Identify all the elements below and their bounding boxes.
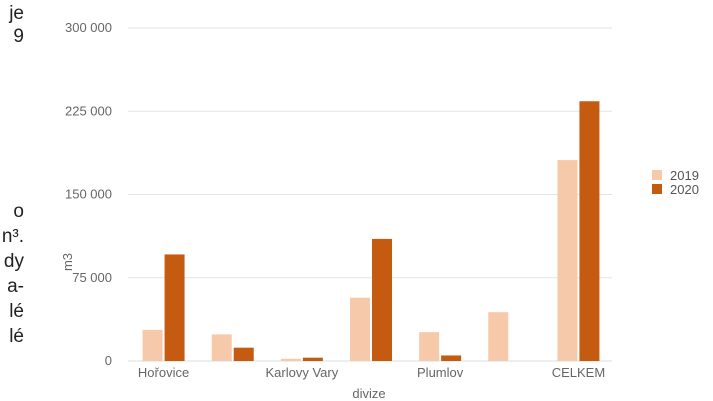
y-axis-label: m3: [60, 253, 75, 271]
bar-2020[interactable]: [164, 254, 185, 361]
bar-2020[interactable]: [579, 101, 600, 361]
side-text-line: o: [13, 201, 24, 222]
y-tick-label: 150 000: [65, 187, 112, 202]
side-text-top: je 9: [0, 4, 24, 46]
side-text-line: n³.: [1, 226, 24, 247]
bar-2019[interactable]: [488, 312, 509, 361]
side-text-line: 9: [13, 26, 24, 47]
bar-2019[interactable]: [557, 160, 578, 361]
y-tick-label: 300 000: [65, 20, 112, 35]
x-axis-ticks: Hořovice Karlovy Vary Plumlov CELKEM: [138, 365, 605, 380]
x-tick-label: Hořovice: [138, 365, 189, 380]
bar-2019[interactable]: [280, 358, 301, 361]
side-text-line: a-: [7, 276, 24, 297]
x-tick-label: Plumlov: [417, 365, 464, 380]
side-text-line: je: [9, 3, 24, 24]
legend-item-2019[interactable]: 2019: [652, 167, 699, 183]
bar-2019[interactable]: [142, 329, 163, 361]
bars: [142, 101, 600, 361]
bar-2020[interactable]: [302, 357, 323, 361]
legend-label-2019: 2019: [670, 167, 699, 183]
bar-2020[interactable]: [441, 355, 462, 361]
legend-label-2020: 2020: [670, 181, 699, 197]
bar-2020[interactable]: [372, 238, 392, 361]
y-tick-label: 225 000: [65, 103, 112, 118]
bar-2020[interactable]: [233, 347, 254, 361]
y-axis-ticks: 0 75 000 150 000 225 000 300 000: [65, 20, 112, 368]
legend-swatch-2020: [652, 184, 662, 194]
bar-2019[interactable]: [350, 297, 370, 361]
x-tick-label: Karlovy Vary: [265, 365, 338, 380]
y-tick-label: 0: [105, 353, 112, 368]
side-text-bottom: o n³. dy a- lé lé: [0, 202, 24, 346]
legend: 2019 2020: [652, 167, 699, 197]
x-axis-label: divize: [352, 386, 385, 401]
bar-2019[interactable]: [211, 334, 232, 361]
side-text-line: lé: [9, 301, 24, 322]
x-tick-label: CELKEM: [552, 365, 605, 380]
side-text-line: lé: [9, 326, 24, 347]
legend-item-2020[interactable]: 2020: [652, 181, 699, 197]
side-text-line: dy: [3, 251, 24, 272]
legend-swatch-2019: [652, 170, 662, 180]
y-tick-label: 75 000: [72, 270, 112, 285]
bar-2019[interactable]: [419, 332, 440, 361]
